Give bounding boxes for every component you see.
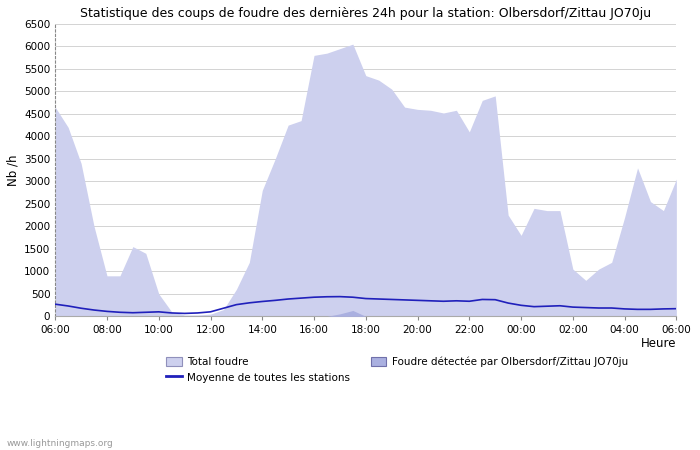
Y-axis label: Nb /h: Nb /h [7, 154, 20, 186]
Text: Heure: Heure [641, 337, 676, 350]
Legend: Total foudre, Moyenne de toutes les stations, Foudre détectée par Olbersdorf/Zit: Total foudre, Moyenne de toutes les stat… [166, 357, 628, 382]
Title: Statistique des coups de foudre des dernières 24h pour la station: Olbersdorf/Zi: Statistique des coups de foudre des dern… [80, 7, 652, 20]
Text: www.lightningmaps.org: www.lightningmaps.org [7, 439, 113, 448]
